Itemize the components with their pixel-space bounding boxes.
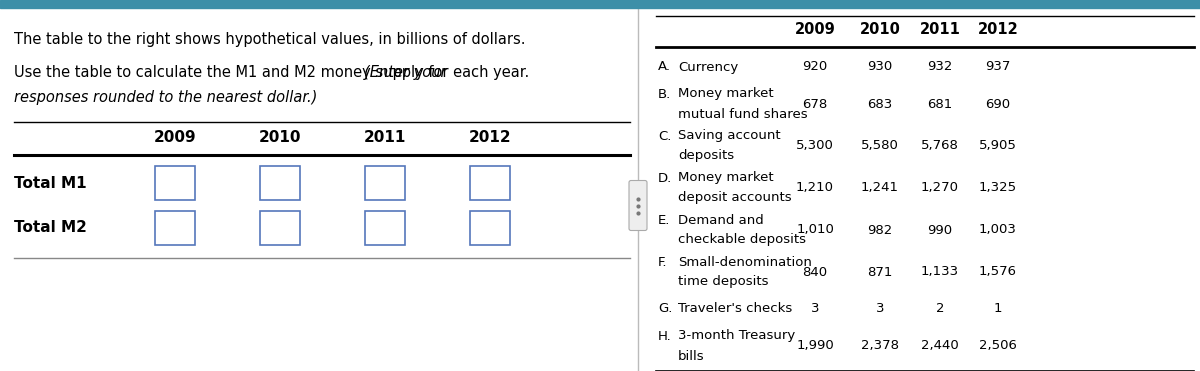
Text: 1,990: 1,990 [796,339,834,352]
Text: mutual fund shares: mutual fund shares [678,108,808,121]
Text: 681: 681 [928,98,953,111]
Text: B.: B. [658,88,671,101]
Text: 2011: 2011 [919,23,960,37]
FancyBboxPatch shape [365,166,406,200]
Text: D.: D. [658,171,672,184]
Text: C.: C. [658,129,671,142]
FancyBboxPatch shape [365,211,406,245]
Text: 2: 2 [936,302,944,315]
Text: 1: 1 [994,302,1002,315]
Text: 2009: 2009 [794,23,835,37]
Text: 1,003: 1,003 [979,223,1016,236]
Text: Total M2: Total M2 [14,220,86,236]
FancyBboxPatch shape [155,211,194,245]
FancyBboxPatch shape [260,166,300,200]
Text: 1,270: 1,270 [922,181,959,194]
Text: 1,241: 1,241 [862,181,899,194]
Text: 932: 932 [928,60,953,73]
Text: 1,325: 1,325 [979,181,1018,194]
Text: 1,210: 1,210 [796,181,834,194]
FancyBboxPatch shape [629,181,647,230]
Text: (Enter your: (Enter your [364,65,446,80]
Text: bills: bills [678,349,704,362]
Text: 2010: 2010 [859,23,900,37]
Text: 3: 3 [811,302,820,315]
FancyBboxPatch shape [470,166,510,200]
FancyBboxPatch shape [260,211,300,245]
Text: 920: 920 [803,60,828,73]
Text: The table to the right shows hypothetical values, in billions of dollars.: The table to the right shows hypothetica… [14,32,526,47]
Text: 1,010: 1,010 [796,223,834,236]
Text: 937: 937 [985,60,1010,73]
Text: 683: 683 [868,98,893,111]
Text: 871: 871 [868,266,893,279]
Text: 2,378: 2,378 [862,339,899,352]
Text: F.: F. [658,256,667,269]
Text: 990: 990 [928,223,953,236]
Text: G.: G. [658,302,672,315]
Text: 5,768: 5,768 [922,139,959,152]
Text: 1,133: 1,133 [920,266,959,279]
Text: 2,506: 2,506 [979,339,1016,352]
Text: deposits: deposits [678,150,734,162]
Text: E.: E. [658,213,671,227]
Bar [0,0,1200,8]
Text: Saving account: Saving account [678,129,781,142]
Text: checkable deposits: checkable deposits [678,233,806,246]
Text: 678: 678 [803,98,828,111]
Text: 2010: 2010 [259,129,301,144]
Text: 930: 930 [868,60,893,73]
Text: Money market: Money market [678,171,774,184]
FancyBboxPatch shape [155,166,194,200]
Text: 1,576: 1,576 [979,266,1018,279]
Text: 3-month Treasury: 3-month Treasury [678,329,796,342]
Text: 2012: 2012 [469,129,511,144]
Text: Total M1: Total M1 [14,175,86,190]
Text: 840: 840 [803,266,828,279]
Text: H.: H. [658,329,672,342]
Text: 5,300: 5,300 [796,139,834,152]
FancyBboxPatch shape [470,211,510,245]
Text: Currency: Currency [678,60,738,73]
Text: 3: 3 [876,302,884,315]
Text: Traveler's checks: Traveler's checks [678,302,792,315]
Text: 2011: 2011 [364,129,406,144]
Text: time deposits: time deposits [678,276,768,289]
Text: 5,905: 5,905 [979,139,1016,152]
Text: 690: 690 [985,98,1010,111]
Text: deposit accounts: deposit accounts [678,191,792,204]
Text: Use the table to calculate the M1 and M2 money supply for each year.: Use the table to calculate the M1 and M2… [14,65,534,80]
Text: 5,580: 5,580 [862,139,899,152]
Text: Demand and: Demand and [678,213,763,227]
Text: 2,440: 2,440 [922,339,959,352]
Text: Money market: Money market [678,88,774,101]
Text: Small-denomination: Small-denomination [678,256,812,269]
Text: 982: 982 [868,223,893,236]
Text: 2012: 2012 [978,23,1019,37]
Text: A.: A. [658,60,671,73]
Text: 2009: 2009 [154,129,197,144]
Text: responses rounded to the nearest dollar.): responses rounded to the nearest dollar.… [14,90,317,105]
